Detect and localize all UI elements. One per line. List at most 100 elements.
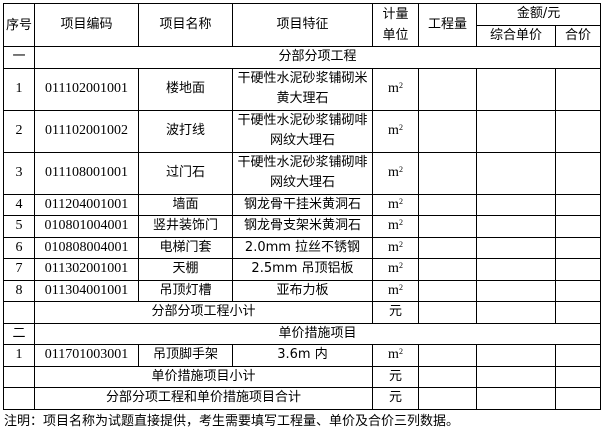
header-quantity: 工程量 [418,3,477,47]
row-unit: m2 [372,279,419,302]
quantity-cell[interactable] [418,151,477,195]
row-feature: 干硬性水泥砂浆铺砌米黄大理石 [232,67,373,111]
grand-total-row: 分部分项工程和单价措施项目合计 元 [3,387,602,410]
header-seq: 序号 [3,3,35,47]
row-seq: 1 [3,67,35,111]
row-code: 011701003001 [34,344,139,367]
row-feature: 3.6m 内 [232,344,373,367]
unit-price-cell[interactable] [476,236,556,259]
unit-price-cell[interactable] [476,365,556,388]
header-total-price: 合价 [554,24,602,47]
unit-price-cell[interactable] [476,301,556,324]
row-name: 波打线 [138,109,233,153]
subtotal-row: 分部分项工程小计 元 [3,301,602,324]
row-feature: 亚布力板 [232,279,373,302]
row-code: 011102001002 [34,109,139,153]
row-unit: m2 [372,67,419,111]
total-price-cell[interactable] [554,258,602,281]
total-price-cell[interactable] [554,387,602,410]
footnote: 注明：项目名称为试题直接提供，考生需要填写工程量、单价及合价三列数据。 [4,414,460,429]
header-feature: 项目特征 [232,3,373,47]
row-feature: 干硬性水泥砂浆铺砌啡网纹大理石 [232,151,373,195]
table-row: 3 011108001001 过门石 干硬性水泥砂浆铺砌啡网纹大理石 m2 [3,151,602,195]
row-code: 011302001001 [34,258,139,281]
empty-cell [3,387,35,410]
row-unit: m2 [372,236,419,259]
row-seq: 6 [3,236,35,259]
row-name: 电梯门套 [138,236,233,259]
row-seq: 5 [3,215,35,238]
row-code: 011204001001 [34,193,139,216]
header-amount: 金额/元 [475,3,602,26]
quantity-cell[interactable] [418,365,477,388]
row-seq: 1 [3,344,35,367]
row-name: 过门石 [138,151,233,195]
row-unit: m2 [372,109,419,153]
unit-price-cell[interactable] [476,193,556,216]
row-feature: 2.0mm 拉丝不锈钢 [232,236,373,259]
table-row: 6 010808004001 电梯门套 2.0mm 拉丝不锈钢 m2 [3,236,602,259]
row-seq: 3 [3,151,35,195]
table-row: 2 011102001002 波打线 干硬性水泥砂浆铺砌啡网纹大理石 m2 [3,109,602,153]
row-code: 011304001001 [34,279,139,302]
total-price-cell[interactable] [554,236,602,259]
row-name: 吊顶灯槽 [138,279,233,302]
row-feature: 钢龙骨支架米黄洞石 [232,215,373,238]
row-name: 竖井装饰门 [138,215,233,238]
row-seq: 7 [3,258,35,281]
table-row: 7 011302001001 天棚 2.5mm 吊顶铝板 m2 [3,258,602,281]
row-name: 楼地面 [138,67,233,111]
quantity-cell[interactable] [418,387,477,410]
total-price-cell[interactable] [554,365,602,388]
table-row: 5 010801004001 竖井装饰门 钢龙骨支架米黄洞石 m2 [3,215,602,238]
row-code: 011108001001 [34,151,139,195]
subtotal-unit: 元 [372,301,419,324]
row-feature: 钢龙骨干挂米黄洞石 [232,193,373,216]
header-code: 项目编码 [34,3,139,47]
unit-price-cell[interactable] [476,279,556,302]
quantity-cell[interactable] [418,109,477,153]
header-unit-price: 综合单价 [476,24,556,47]
empty-cell [3,365,35,388]
total-price-cell[interactable] [554,193,602,216]
row-name: 墙面 [138,193,233,216]
quantity-cell[interactable] [418,258,477,281]
row-seq: 2 [3,109,35,153]
section-title: 单价措施项目 [33,322,602,345]
bill-of-quantities-table: 序号 项目编码 项目名称 项目特征 计量单位 工程量 金额/元 综合单价 合价 … [3,3,602,410]
quantity-cell[interactable] [418,215,477,238]
quantity-cell[interactable] [418,67,477,111]
grand-total-unit: 元 [372,387,419,410]
quantity-cell[interactable] [418,193,477,216]
unit-price-cell[interactable] [476,215,556,238]
row-name: 吊顶脚手架 [138,344,233,367]
table-row: 1 011701003001 吊顶脚手架 3.6m 内 m2 [3,344,602,367]
quantity-cell[interactable] [418,279,477,302]
total-price-cell[interactable] [554,215,602,238]
total-price-cell[interactable] [554,301,602,324]
unit-price-cell[interactable] [476,151,556,195]
row-code: 010801004001 [34,215,139,238]
unit-price-cell[interactable] [476,67,556,111]
grand-total-label: 分部分项工程和单价措施项目合计 [34,387,373,410]
table-row: 4 011204001001 墙面 钢龙骨干挂米黄洞石 m2 [3,193,602,216]
unit-price-cell[interactable] [476,109,556,153]
row-unit: m2 [372,258,419,281]
quantity-cell[interactable] [418,236,477,259]
unit-price-cell[interactable] [476,344,556,367]
empty-cell [3,301,35,324]
quantity-cell[interactable] [418,301,477,324]
row-name: 天棚 [138,258,233,281]
total-price-cell[interactable] [554,67,602,111]
subtotal-label: 分部分项工程小计 [34,301,373,324]
quantity-cell[interactable] [418,344,477,367]
unit-price-cell[interactable] [476,258,556,281]
total-price-cell[interactable] [554,279,602,302]
total-price-cell[interactable] [554,151,602,195]
total-price-cell[interactable] [554,344,602,367]
unit-price-cell[interactable] [476,387,556,410]
table-row: 8 011304001001 吊顶灯槽 亚布力板 m2 [3,279,602,302]
total-price-cell[interactable] [554,109,602,153]
subtotal-unit: 元 [372,365,419,388]
subtotal-row: 单价措施项目小计 元 [3,365,602,388]
